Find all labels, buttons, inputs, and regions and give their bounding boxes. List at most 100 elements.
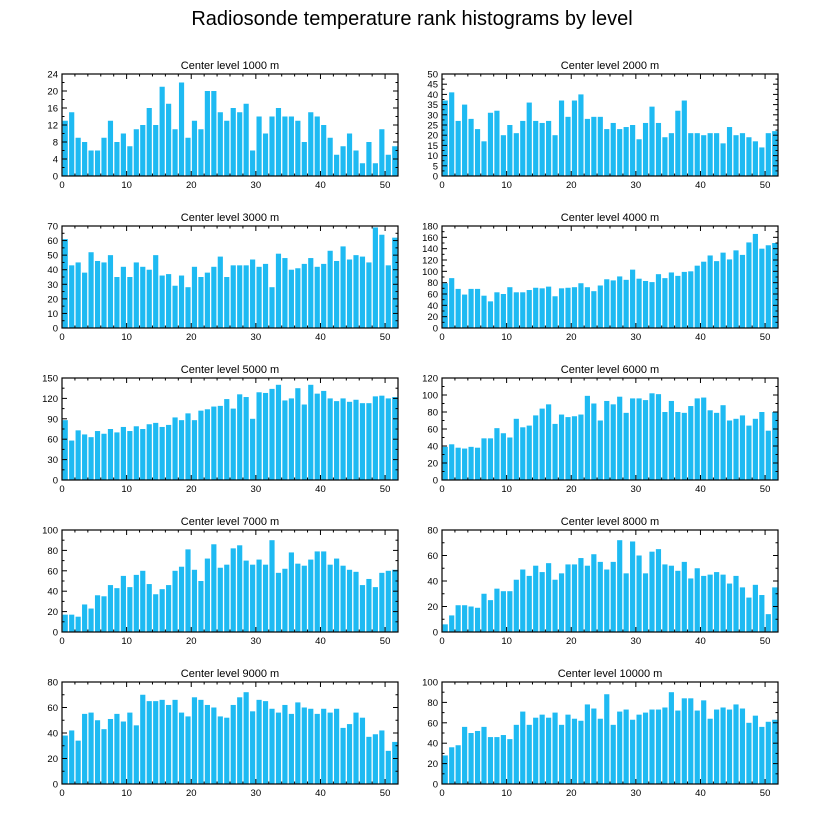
bar — [321, 708, 327, 784]
y-tick-label: 20 — [47, 294, 58, 305]
bar — [597, 718, 603, 784]
bar — [539, 122, 545, 176]
bar — [733, 250, 739, 328]
bar — [88, 712, 94, 784]
bar — [507, 739, 513, 784]
bar — [353, 255, 359, 328]
bar — [630, 125, 636, 176]
bar — [630, 269, 636, 328]
y-tick-label: 0 — [53, 628, 58, 639]
bar — [288, 116, 294, 176]
bar — [539, 714, 545, 784]
bar — [366, 578, 372, 632]
bar — [610, 724, 616, 784]
bar — [636, 398, 642, 480]
bar — [558, 573, 565, 632]
bar — [269, 287, 275, 328]
bar — [630, 398, 636, 480]
panel-title: Center level 10000 m — [558, 668, 663, 680]
bar — [262, 263, 269, 328]
bar — [701, 397, 707, 480]
y-tick-label: 15 — [427, 141, 438, 152]
y-tick-label: 20 — [427, 312, 438, 323]
x-tick-label: 50 — [380, 180, 391, 191]
bar — [359, 163, 366, 176]
bar — [681, 561, 687, 633]
bar — [507, 437, 513, 480]
bar — [269, 540, 275, 632]
figure-title: Radiosonde temperature rank histograms b… — [191, 8, 633, 30]
bar — [565, 116, 571, 176]
bar — [107, 585, 114, 632]
y-tick-label: 120 — [422, 256, 438, 267]
histogram-panel-2: Center level 2000 m0 10 20 30 40 500510152025… — [427, 60, 779, 191]
bar — [604, 279, 610, 328]
bar — [630, 719, 636, 784]
bar — [62, 614, 68, 632]
y-tick-label: 45 — [427, 80, 438, 91]
bar — [101, 262, 107, 328]
y-tick-label: 0 — [433, 172, 438, 183]
bar — [224, 717, 230, 784]
bar — [82, 713, 88, 785]
bar — [185, 137, 191, 176]
bar — [449, 615, 455, 632]
bar — [642, 573, 649, 632]
panel-title: Center level 3000 m — [181, 212, 279, 224]
bar — [295, 702, 301, 784]
bar — [752, 233, 758, 328]
bar — [295, 388, 301, 480]
bar — [533, 287, 539, 328]
bar — [578, 720, 584, 784]
bar — [662, 412, 668, 480]
bar — [720, 252, 726, 328]
bar — [262, 701, 269, 785]
bar — [275, 572, 282, 632]
bar — [468, 288, 474, 328]
x-tick-label: 20 — [566, 788, 577, 799]
bar — [301, 707, 307, 784]
bar — [321, 390, 327, 480]
bar — [494, 110, 500, 176]
bar — [288, 552, 294, 632]
bar — [366, 142, 372, 176]
bar — [591, 708, 597, 784]
bar — [314, 713, 320, 785]
bar — [578, 283, 584, 328]
bar — [604, 400, 610, 480]
panel-title: Center level 5000 m — [181, 364, 279, 376]
bar — [243, 103, 249, 176]
x-tick-label: 30 — [631, 636, 642, 647]
x-tick-label: 0 — [59, 484, 64, 495]
bar — [172, 129, 178, 176]
bar — [75, 137, 81, 176]
bar — [172, 285, 178, 328]
bar — [752, 141, 758, 176]
bar — [288, 269, 294, 328]
bar — [88, 252, 94, 328]
x-tick-label: 40 — [315, 484, 326, 495]
bar — [237, 265, 243, 328]
bar — [237, 697, 243, 784]
bar — [714, 133, 720, 176]
bar — [513, 579, 519, 632]
x-tick-label: 30 — [631, 788, 642, 799]
bar — [133, 725, 139, 784]
bar — [552, 423, 558, 480]
bar — [681, 271, 687, 328]
bar — [172, 570, 178, 632]
bar — [224, 399, 230, 480]
histogram-panel-5: Center level 5000 m 0 10 20 30 40 50 0 30 60 90 120… — [42, 364, 399, 495]
bar — [714, 412, 720, 480]
bar — [288, 713, 294, 785]
y-tick-label: 40 — [427, 442, 438, 453]
bar — [211, 266, 217, 328]
bar — [688, 698, 694, 784]
bar — [578, 94, 584, 176]
bar — [442, 100, 448, 176]
bar — [526, 575, 532, 632]
bar — [746, 722, 752, 784]
bar — [714, 261, 720, 328]
bar — [720, 707, 726, 784]
bar — [668, 565, 674, 632]
